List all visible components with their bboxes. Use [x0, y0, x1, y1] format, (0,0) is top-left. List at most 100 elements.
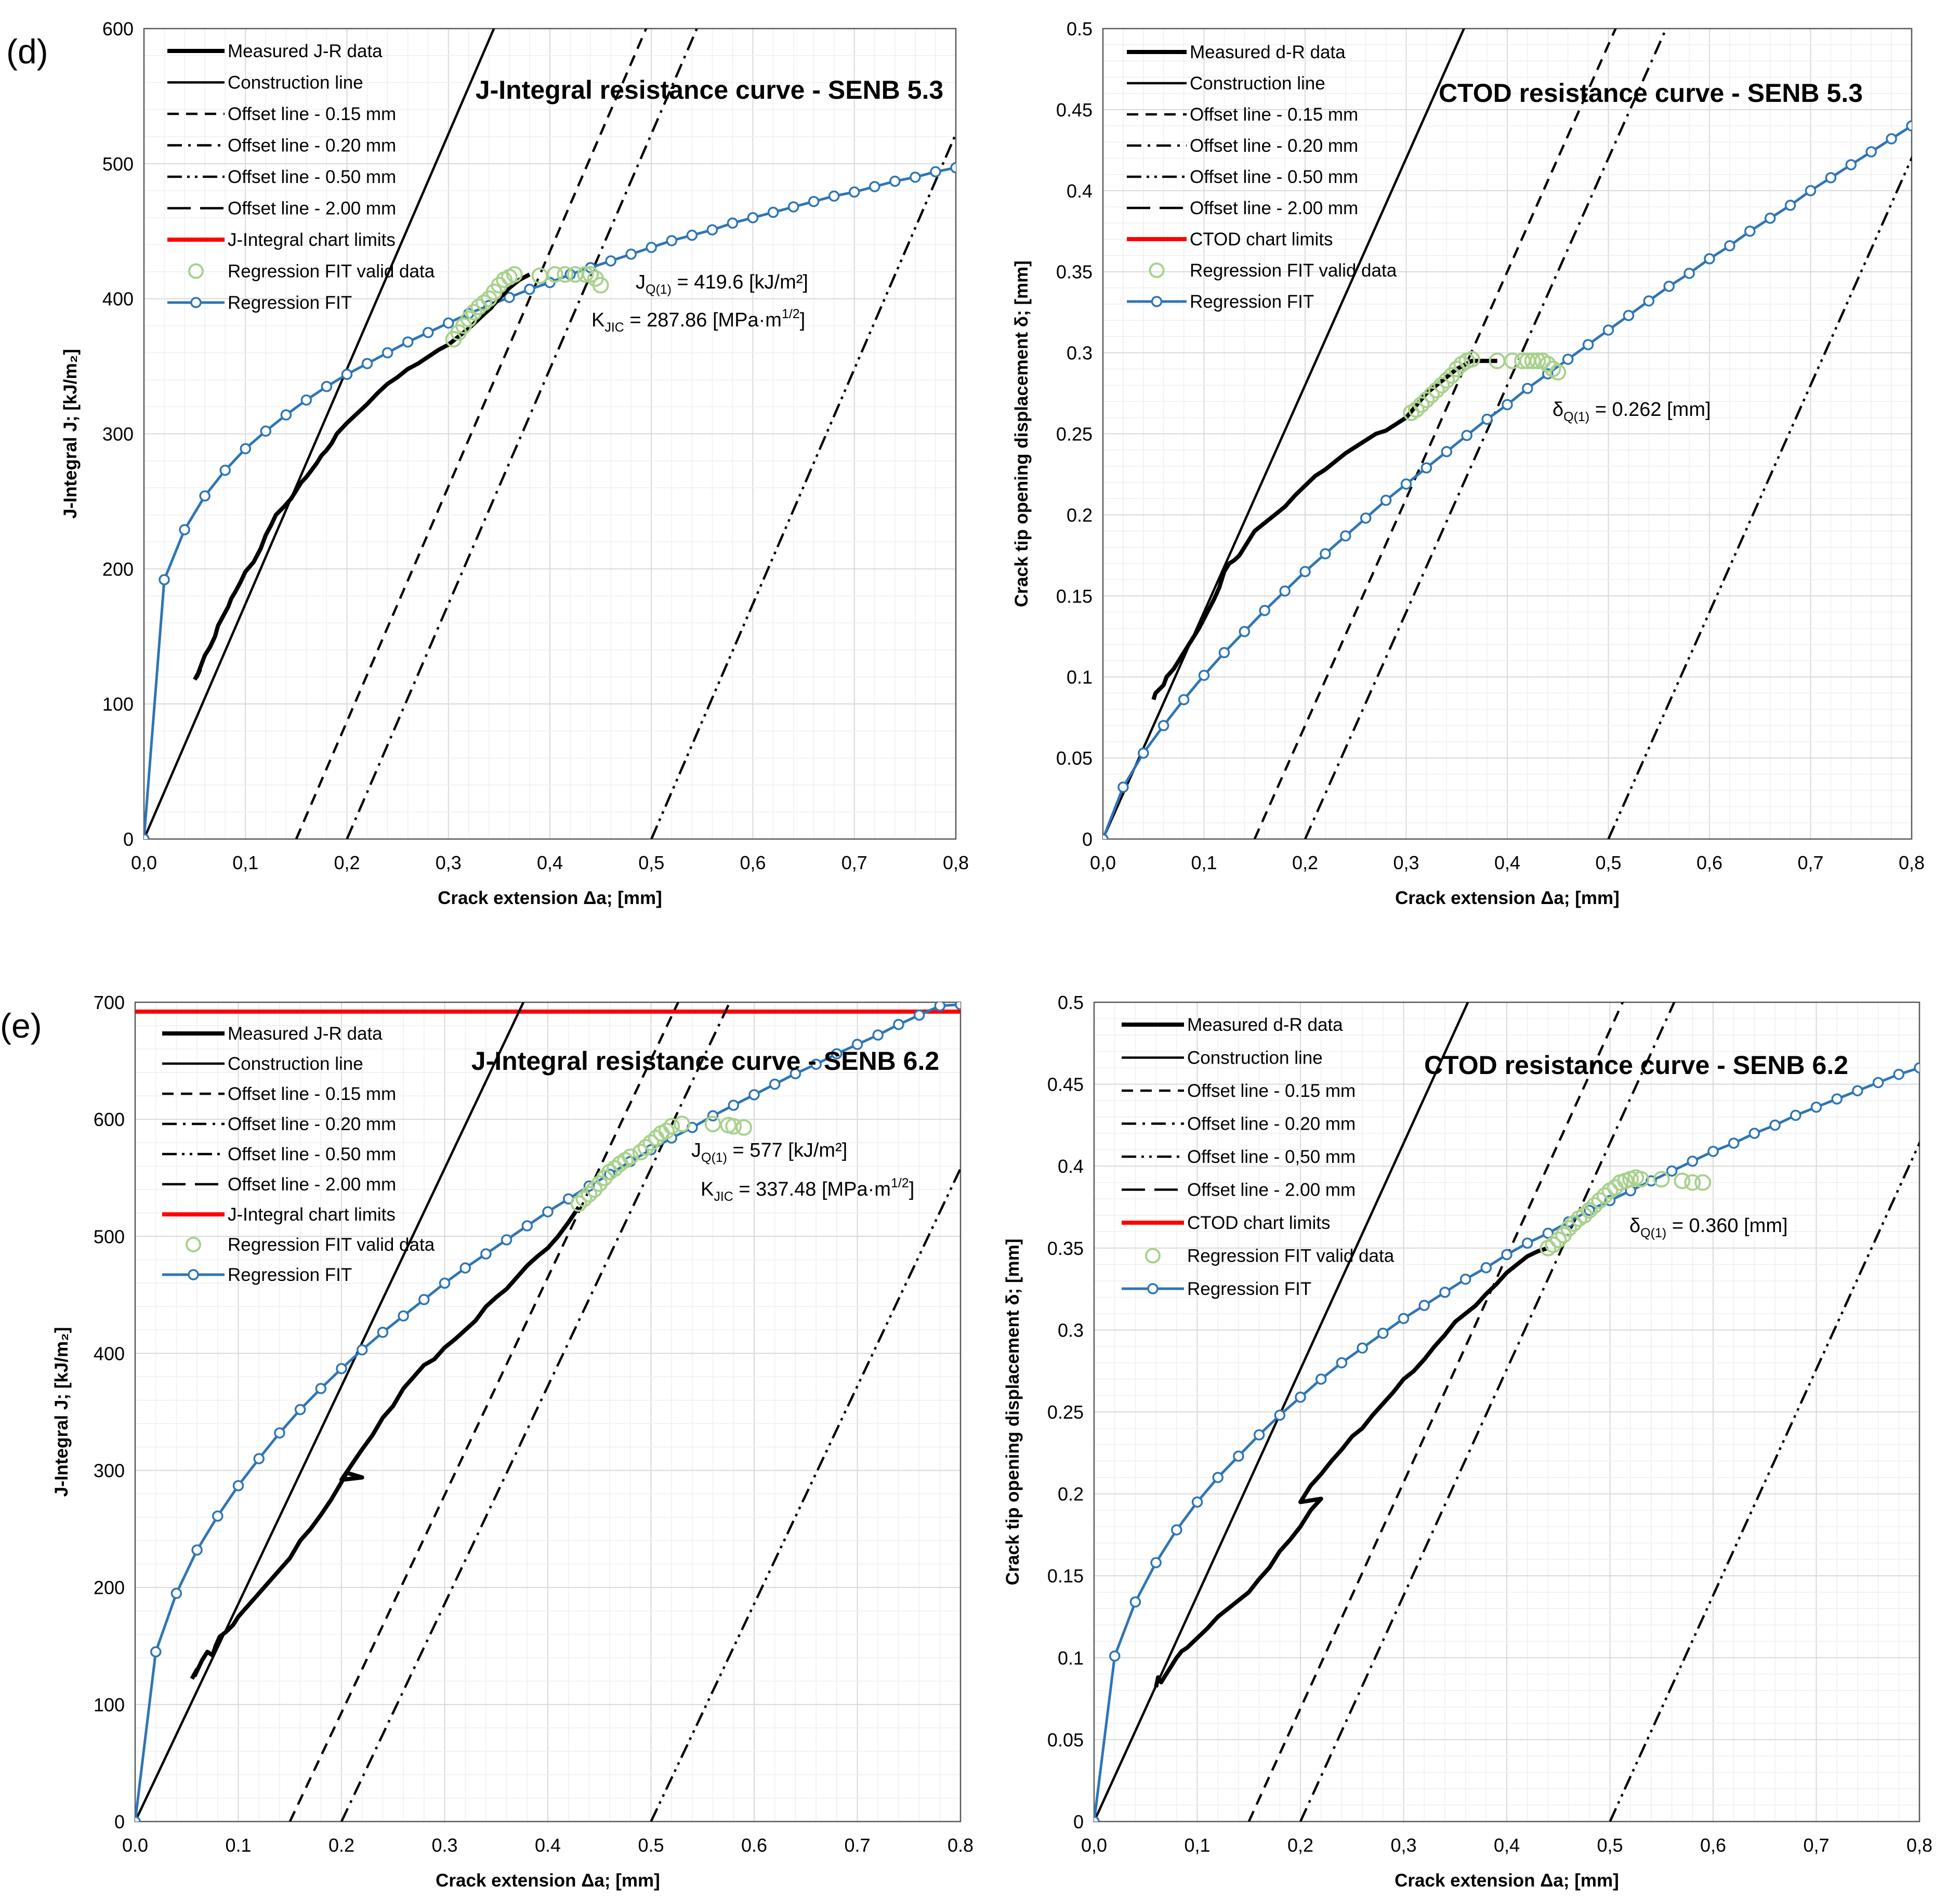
regression-fit-point: [646, 242, 657, 253]
legend-item: Construction line: [162, 1054, 363, 1074]
valid-data-point: [506, 266, 523, 283]
x-tick-label: 0,4: [1494, 1835, 1520, 1856]
offset-line-0-15: [295, 29, 648, 839]
chart-panel-2: 0,0 0,1 0,2 0,3 0,4 0,5 0,6 0,7 0,8 0 0.05 0.1 0.15 0…: [1011, 18, 1925, 908]
legend-label: J-Integral chart limits: [228, 230, 396, 250]
legend-swatch-valid: [188, 263, 204, 279]
valid-data-point: [1550, 1232, 1567, 1249]
regression-fit-point: [1852, 1085, 1863, 1096]
valid-data-point: [1438, 372, 1455, 389]
legend-item: Offset line - 0,50 mm: [1122, 1147, 1356, 1167]
y-tick-label: 600: [102, 18, 134, 40]
result-annotation-k: KJIC = 337.48 [MPa·m1/2]: [701, 1176, 914, 1204]
regression-fit-point: [831, 1048, 843, 1059]
regression-fit-point: [849, 186, 860, 198]
y-tick-label: 0.05: [1056, 748, 1093, 769]
x-tick-label: 0,6: [740, 852, 766, 873]
annotation-subscript: Q(1): [1640, 1226, 1666, 1240]
legend-label: Regression FIT: [228, 293, 352, 313]
x-axis-title: Crack extension Δa; [mm]: [1395, 888, 1620, 908]
regression-fit-point: [159, 574, 170, 585]
annotation-superscript: 1/2: [891, 1176, 909, 1190]
annotation-symbol: J: [691, 1140, 701, 1161]
regression-fit-point: [253, 1453, 265, 1464]
valid-data-point: [1674, 1172, 1691, 1189]
regression-fit-point: [1336, 1357, 1348, 1369]
y-tick-label: 0.1: [1058, 1647, 1084, 1669]
regression-fit-point: [1320, 548, 1331, 559]
valid-data-point: [582, 266, 599, 283]
valid-data-point: [577, 266, 594, 283]
measured-data-line: [1154, 1246, 1549, 1688]
annotation-value: = 287.86 [MPa·m: [624, 309, 782, 331]
legend-label: Regression FIT: [228, 1265, 352, 1285]
legend-label: Offset line - 2.00 mm: [228, 199, 396, 219]
regression-fit-point: [767, 206, 779, 218]
legend-item: CTOD chart limits: [1127, 229, 1333, 250]
regression-fit-point: [377, 1327, 389, 1338]
y-tick-label: 0.3: [1058, 1319, 1084, 1341]
x-tick-label: 0,2: [1292, 852, 1318, 873]
regression-fit-point: [232, 1480, 244, 1491]
valid-data-point: [491, 277, 508, 294]
regression-fit-point: [1439, 1287, 1451, 1298]
regression-fit-point: [930, 166, 941, 178]
valid-data-point: [1428, 382, 1445, 399]
regression-fit-point: [605, 255, 616, 267]
regression-fit-point: [361, 358, 373, 370]
regression-fit-point: [1666, 1165, 1678, 1177]
regression-fit-point: [1380, 494, 1392, 506]
legend-item: Regression FIT: [1127, 292, 1314, 312]
regression-fit-point: [934, 1002, 946, 1012]
regression-fit-point: [398, 1310, 409, 1322]
legend-item: Offset line - 0.15 mm: [167, 104, 396, 124]
legend-item: CTOD chart limits: [1122, 1213, 1331, 1233]
legend-item: Measured d-R data: [1127, 42, 1346, 62]
offset-line-0-15: [1247, 1002, 1624, 1822]
x-tick-label: 0.1: [225, 1835, 251, 1856]
valid-data-point: [581, 1186, 598, 1203]
x-tick-label: 0,1: [232, 852, 258, 873]
regression-fit-point: [625, 248, 637, 260]
regression-fit-point: [748, 1089, 760, 1101]
plot-series: [1103, 29, 1912, 839]
legend-item: Offset line - 2.00 mm: [1127, 198, 1358, 218]
legend-label: Offset line - 0.50 mm: [1190, 167, 1358, 187]
legend-item: J-Integral chart limits: [162, 1204, 396, 1225]
regression-fit-point: [150, 1646, 162, 1658]
result-annotation-q: δQ(1) = 0.262 [mm]: [1553, 399, 1711, 424]
regression-fit-point: [828, 190, 840, 202]
regression-fit-point: [179, 524, 190, 535]
regression-fit-point: [666, 235, 678, 246]
legend-item: Offset line - 0.15 mm: [1127, 104, 1358, 125]
offset-line-0-5: [1609, 1140, 1919, 1822]
regression-fit-point: [1872, 1077, 1884, 1089]
x-tick-label: 0,4: [1494, 852, 1520, 873]
legend: Measured J-R data Construction line Offset…: [167, 41, 435, 313]
legend-item: Offset line - 2.00 mm: [162, 1174, 396, 1195]
plot-series: [144, 29, 956, 839]
regression-fit-point: [1784, 200, 1796, 211]
y-axis-title: Crack tip opening displacement δ; [mm]: [1003, 1239, 1023, 1586]
regression-fit-point: [1748, 1128, 1760, 1139]
regression-fit-point: [1171, 1524, 1182, 1536]
valid-data-point: [470, 298, 488, 316]
y-tick-label: 0.25: [1056, 424, 1093, 445]
legend-label: Offset line - 0.15 mm: [1190, 104, 1358, 125]
regression-fit-point: [1623, 310, 1635, 321]
x-tick-label: 0,3: [1390, 1835, 1416, 1856]
valid-data-point: [622, 1148, 639, 1165]
y-tick-label: 400: [94, 1343, 125, 1364]
regression-fit-point: [872, 1029, 884, 1041]
legend-label: Measured J-R data: [228, 1024, 383, 1044]
regression-fit-point: [728, 1099, 740, 1111]
regression-fit-point: [1239, 626, 1251, 637]
regression-fit-point: [1459, 1273, 1471, 1285]
regression-fit-point: [706, 224, 718, 235]
y-tick-label: 0: [1082, 829, 1093, 850]
legend-label: Offset line - 0.20 mm: [228, 136, 396, 156]
construction-line: [1094, 1002, 1469, 1822]
valid-data-point: [465, 304, 482, 321]
valid-data-point: [1566, 1215, 1583, 1232]
